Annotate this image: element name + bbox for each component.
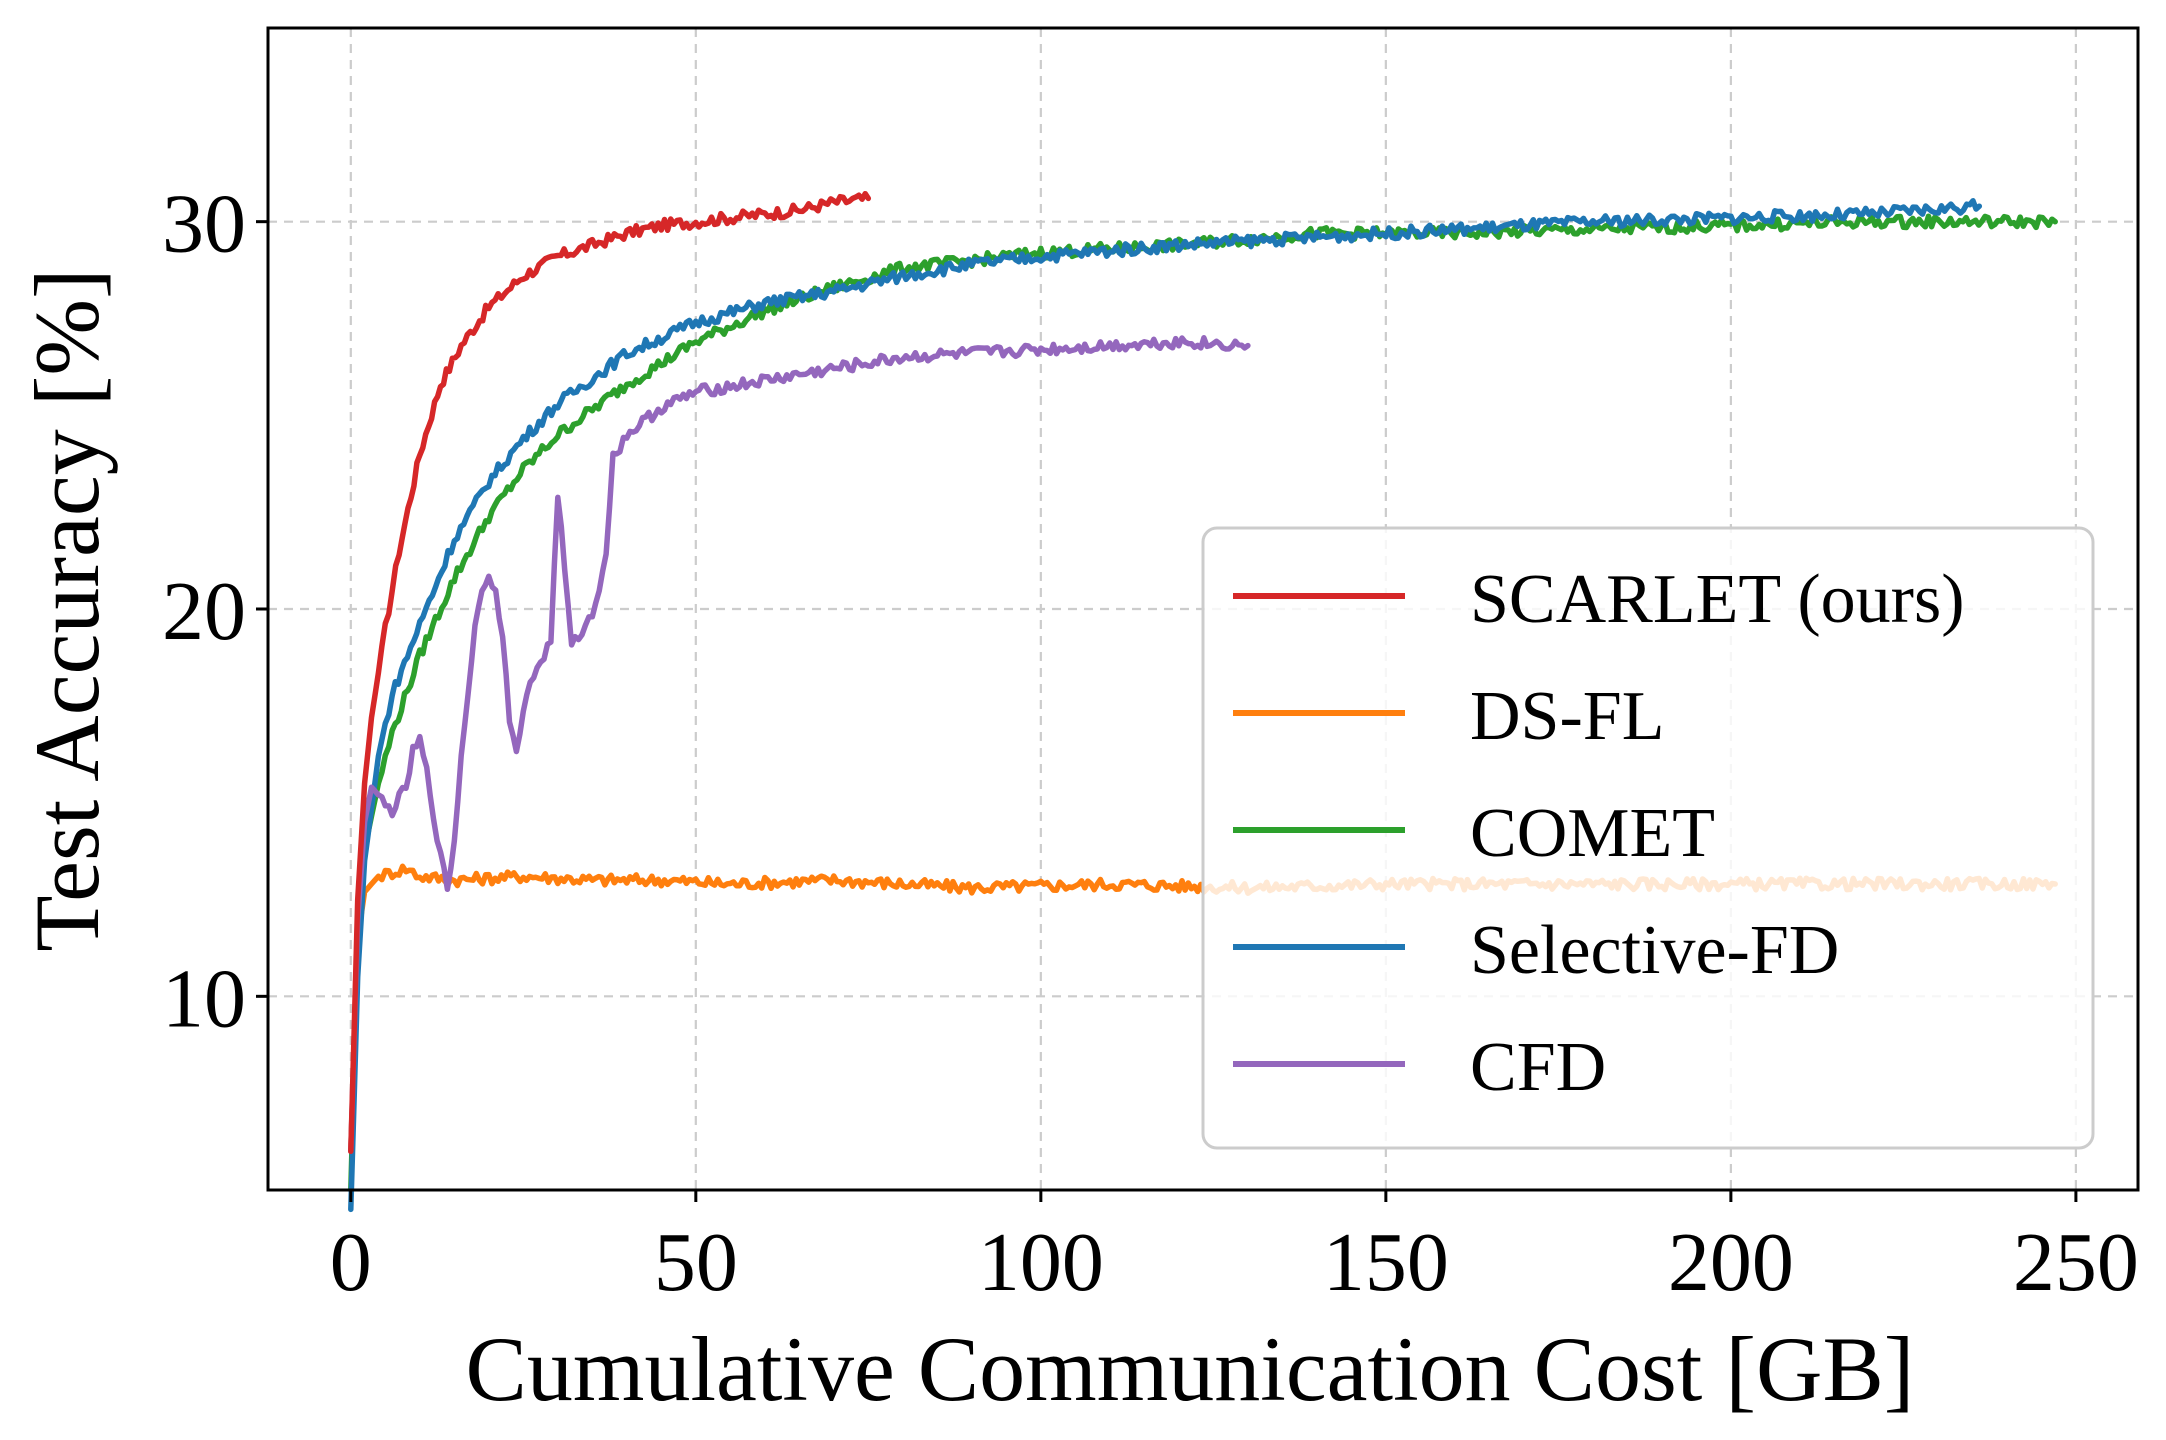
- x-tick-label: 150: [1323, 1216, 1449, 1309]
- x-axis-title: Cumulative Communication Cost [GB]: [466, 1318, 1915, 1420]
- series-line-comet: [348, 213, 2058, 1193]
- x-tick-label: 0: [330, 1216, 372, 1309]
- y-tick-label: 10: [162, 952, 246, 1045]
- axis-ticks: 0 50 100 150 200 250 10 20 30: [162, 178, 2139, 1309]
- series-line-selective-fd: [348, 198, 1983, 1213]
- series-line-cfd: [348, 335, 1251, 1155]
- y-axis-title: Test Accuracy [%]: [16, 268, 118, 951]
- x-tick-label: 250: [2013, 1216, 2139, 1309]
- x-tick-label: 100: [978, 1216, 1104, 1309]
- legend-label: SCARLET (ours): [1470, 561, 1965, 638]
- x-tick-label: 50: [654, 1216, 738, 1309]
- legend-label: Selective-FD: [1470, 912, 1839, 989]
- legend-label: CFD: [1470, 1029, 1606, 1106]
- y-tick-label: 20: [162, 565, 246, 658]
- legend: SCARLET (ours) DS-FL COMET Selective-FD CFD: [1201, 526, 2095, 1150]
- legend-label: DS-FL: [1470, 678, 1664, 755]
- x-tick-label: 200: [1668, 1216, 1794, 1309]
- legend-items: SCARLET (ours) DS-FL COMET Selective-FD CFD: [1233, 561, 1965, 1106]
- series-line-scarlet-ours: [348, 190, 872, 1155]
- y-tick-label: 30: [162, 178, 246, 271]
- legend-label: COMET: [1470, 795, 1715, 872]
- legend-box: [1201, 526, 2095, 1150]
